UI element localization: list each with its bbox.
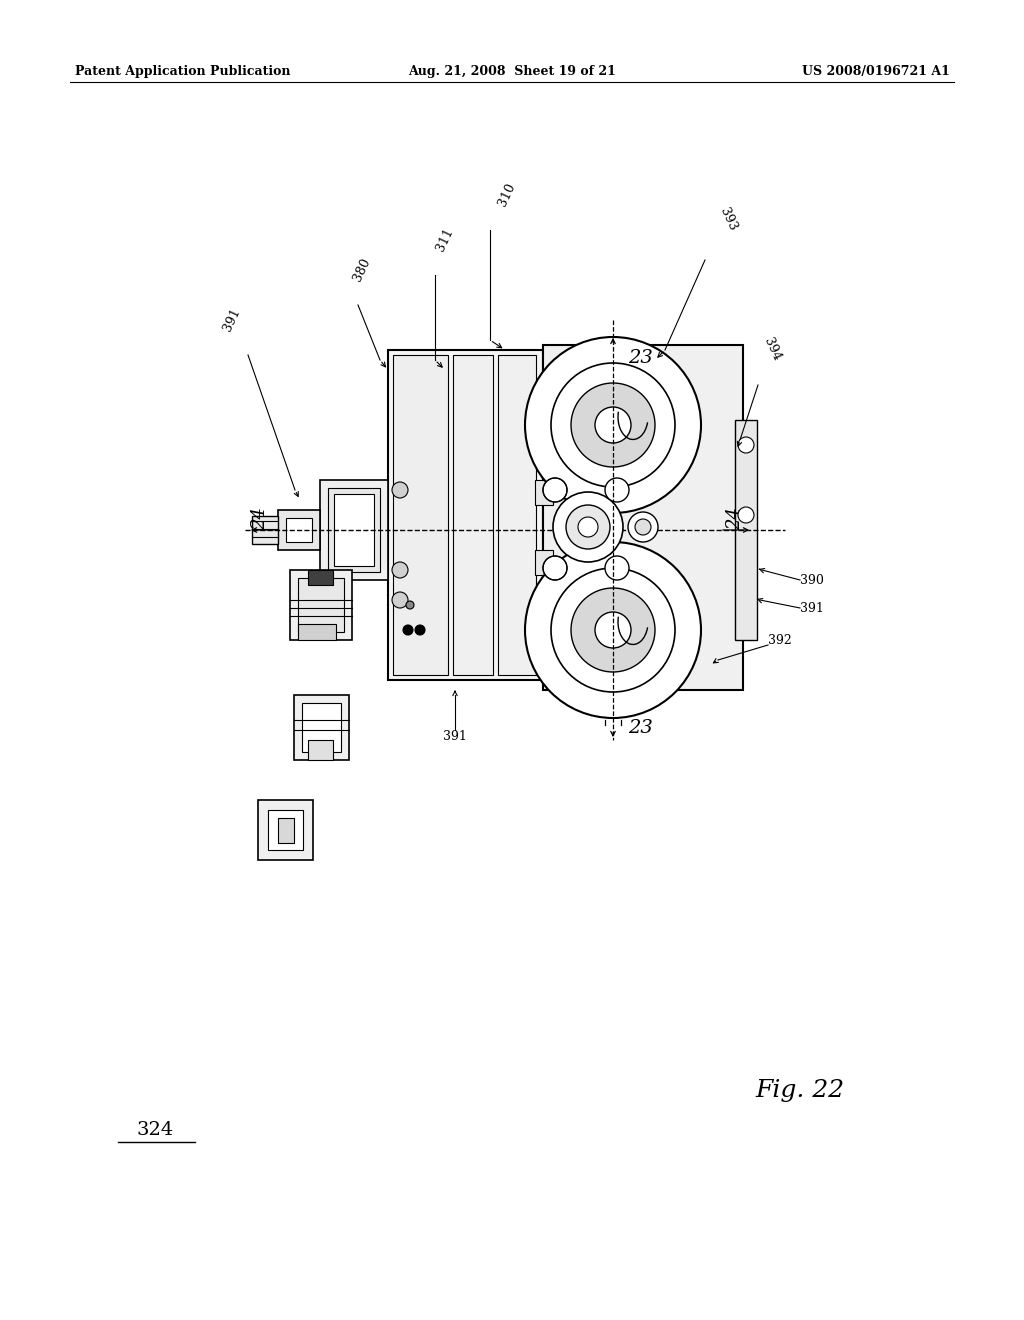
Bar [290,570,352,640]
Circle shape [738,437,754,453]
Bar [393,355,449,675]
Bar [258,800,313,861]
Text: 391: 391 [443,730,467,743]
Circle shape [595,612,631,648]
Bar [535,480,553,506]
Bar [268,810,303,850]
Circle shape [578,517,598,537]
Text: 310: 310 [496,181,518,209]
Circle shape [605,556,629,579]
Circle shape [415,624,425,635]
Bar [294,696,349,760]
Bar [319,480,388,579]
Circle shape [403,624,413,635]
Bar [535,550,553,576]
Text: 24: 24 [726,507,744,529]
Circle shape [628,512,658,543]
Text: US 2008/0196721 A1: US 2008/0196721 A1 [802,66,950,78]
Bar [735,420,757,640]
Text: Fig. 22: Fig. 22 [756,1078,845,1101]
Bar [308,741,333,760]
Circle shape [406,601,414,609]
Text: 24: 24 [251,507,269,529]
Text: 311: 311 [434,226,456,253]
Bar [278,510,319,550]
Circle shape [553,492,623,562]
Circle shape [525,337,701,513]
Text: Aug. 21, 2008  Sheet 19 of 21: Aug. 21, 2008 Sheet 19 of 21 [408,66,616,78]
Text: 391: 391 [221,306,243,333]
Circle shape [392,591,408,609]
Text: 23: 23 [628,719,652,737]
Bar [298,578,344,632]
Bar [328,488,380,572]
Text: 393: 393 [717,206,739,234]
Text: 394: 394 [761,335,783,363]
Circle shape [543,556,567,579]
Bar [252,516,278,544]
Circle shape [543,478,567,502]
Text: 23: 23 [628,348,652,367]
Circle shape [392,562,408,578]
Bar [543,345,743,690]
Text: 380: 380 [351,256,373,282]
Bar [278,818,294,843]
Bar [286,517,312,543]
Circle shape [571,383,655,467]
Text: Patent Application Publication: Patent Application Publication [75,66,291,78]
Text: 390: 390 [800,573,824,586]
Bar [308,570,333,585]
Circle shape [595,407,631,444]
Circle shape [551,363,675,487]
Bar [334,494,374,566]
Text: 324: 324 [136,1121,174,1139]
Circle shape [571,587,655,672]
Bar [298,624,336,640]
Circle shape [551,568,675,692]
Circle shape [605,478,629,502]
Circle shape [392,482,408,498]
Circle shape [635,519,651,535]
Circle shape [566,506,610,549]
Bar [388,350,543,680]
Text: 392: 392 [768,634,792,647]
Bar [498,355,536,675]
Bar [302,704,341,752]
Circle shape [738,507,754,523]
Circle shape [525,543,701,718]
Bar [453,355,493,675]
Text: 391: 391 [800,602,824,615]
